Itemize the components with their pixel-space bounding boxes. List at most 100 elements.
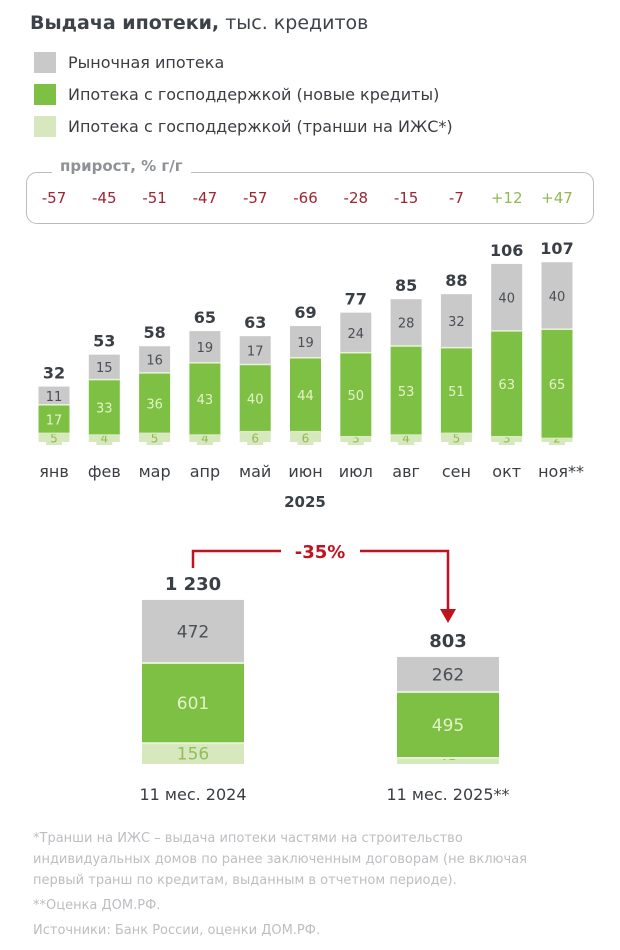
bar-value-state-new: 63	[498, 378, 515, 393]
legend-swatch-state-tranches	[34, 115, 56, 137]
total-bar-value-state-new: 495	[432, 716, 464, 736]
x-tick-label: мар	[139, 462, 171, 481]
total-bar-label: 11 мес. 2024	[139, 785, 246, 804]
bar-segment-state-new	[541, 329, 573, 439]
total-bar-value-market: 262	[432, 665, 464, 685]
bar-value-market: 16	[146, 354, 163, 369]
bar-segment-market	[38, 386, 70, 406]
segment-divider	[142, 661, 244, 664]
bar-segment-market	[491, 263, 523, 332]
total-bar-label: 11 мес. 2025**	[386, 785, 509, 804]
legend-swatch-state-new	[34, 83, 56, 105]
x-tick-label: апр	[190, 462, 220, 481]
segment-divider	[491, 435, 523, 438]
footnotes: *Транши на ИЖС – выдача ипотеки частями …	[33, 828, 613, 941]
segment-divider	[189, 362, 221, 364]
bar-value-tranches: 4	[402, 432, 410, 446]
x-tick-label: июн	[288, 462, 322, 481]
growth-value: -28	[343, 189, 369, 207]
bar-value-tranches: 4	[100, 432, 108, 446]
segment-divider	[440, 346, 472, 349]
bar-value-tranches: 5	[50, 432, 58, 446]
growth-value: -45	[92, 189, 117, 207]
bar-segment-state-new	[440, 347, 472, 434]
legend-item-market: Рыночная ипотека	[34, 46, 453, 78]
segment-divider	[239, 430, 271, 433]
bar-segment-market	[290, 326, 321, 358]
legend: Рыночная ипотека Ипотека с господдержкой…	[34, 46, 453, 142]
tranche-label-box	[448, 431, 465, 445]
bar-segment-state-new	[38, 405, 70, 434]
segment-divider	[541, 328, 573, 330]
legend-label-state-tranches: Ипотека с господдержкой (транши на ИЖС*)	[68, 116, 453, 136]
growth-value: -57	[242, 189, 268, 207]
bar-segment-market	[239, 336, 271, 365]
bar-segment-market	[139, 346, 171, 374]
bar-value-state-new: 44	[297, 389, 314, 404]
bar-value-state-new: 51	[448, 385, 465, 400]
tranche-label-box	[297, 431, 314, 445]
total-bar-segment-state-new	[142, 662, 244, 744]
tranche-label-box	[247, 431, 264, 445]
bar-total: 32	[43, 364, 65, 383]
footnote-tranches-line1: *Транши на ИЖС – выдача ипотеки частями …	[33, 831, 463, 846]
bar-value-tranches: 5	[453, 432, 461, 446]
segment-divider	[390, 345, 422, 347]
bar-value-market: 19	[197, 341, 214, 356]
growth-value: -15	[393, 189, 419, 207]
growth-value: +12	[490, 189, 523, 207]
bar-value-state-new: 53	[398, 385, 415, 400]
total-bar-segment-state-new	[397, 691, 499, 758]
legend-label-market: Рыночная ипотека	[68, 52, 225, 72]
x-tick-label: янв	[39, 462, 69, 481]
bar-value-state-new: 65	[549, 378, 566, 393]
bar-value-market: 17	[247, 344, 264, 359]
growth-panel-title: прирост, % г/г	[52, 157, 191, 175]
bar-total: 65	[194, 308, 216, 327]
bar-segment-market	[541, 262, 573, 330]
change-arrow-line-left	[191, 549, 281, 568]
bar-total: 58	[143, 323, 165, 342]
bar-total: 53	[93, 332, 115, 351]
total-bar-sum: 803	[429, 631, 467, 652]
chart-title-unit: тыс. кредитов	[225, 12, 369, 34]
chart-title: Выдача ипотеки, тыс. кредитов	[30, 12, 368, 34]
x-tick-label: июл	[339, 462, 373, 481]
bar-value-state-new: 33	[96, 402, 113, 417]
segment-divider	[290, 430, 321, 433]
bar-value-market: 15	[96, 361, 113, 376]
bar-total: 107	[540, 239, 573, 258]
segment-divider	[142, 742, 244, 745]
x-tick-label: окт	[492, 462, 521, 481]
growth-panel	[26, 172, 594, 224]
bar-value-tranches: 6	[251, 432, 259, 446]
bar-total: 88	[445, 271, 467, 290]
legend-label-state-new: Ипотека с господдержкой (новые кредиты)	[68, 84, 440, 104]
growth-value: -57	[41, 189, 67, 207]
bar-segment-market	[340, 312, 372, 353]
bar-segment-state-new	[340, 352, 372, 437]
bar-segment-state-new	[491, 331, 523, 437]
bar-value-market: 28	[398, 317, 415, 332]
growth-value: -66	[293, 189, 318, 207]
segment-divider	[239, 363, 271, 366]
bar-value-tranches: 4	[201, 432, 209, 446]
tranche-label-box	[146, 431, 163, 445]
segment-divider	[88, 434, 120, 436]
bar-value-state-new: 43	[197, 393, 214, 408]
change-arrow-head-icon	[440, 609, 456, 623]
total-bar-value-market: 472	[177, 622, 209, 642]
segment-divider	[491, 330, 523, 332]
change-arrow-line-right	[360, 549, 450, 610]
footnote-estimate: **Оценка ДОМ.РФ.	[33, 898, 161, 913]
bar-value-tranches: 3	[352, 432, 360, 446]
change-label: -35%	[295, 542, 346, 563]
bar-value-state-new: 50	[348, 389, 365, 404]
growth-value: -47	[192, 189, 218, 207]
bar-value-tranches: 3	[503, 432, 511, 446]
total-bar-sum: 1 230	[165, 574, 221, 595]
bar-value-market: 11	[46, 390, 63, 405]
bar-segment-market	[189, 331, 221, 364]
bar-value-market: 19	[297, 336, 314, 351]
legend-swatch-market	[34, 51, 56, 73]
